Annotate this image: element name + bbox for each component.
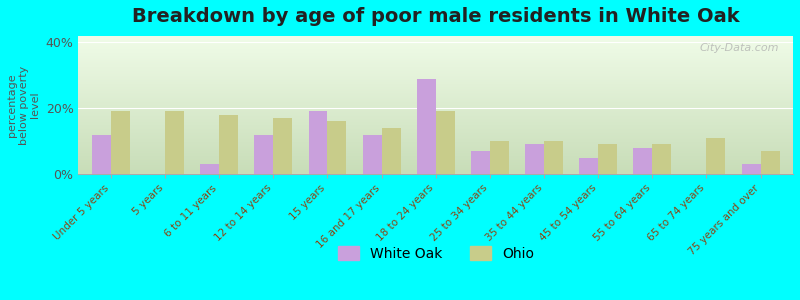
Bar <box>706 138 726 174</box>
Bar <box>417 79 436 174</box>
Bar <box>92 134 111 174</box>
Bar <box>490 141 509 174</box>
Bar <box>111 112 130 174</box>
Bar <box>490 141 509 174</box>
Bar <box>309 112 327 174</box>
Bar <box>652 144 671 174</box>
Bar <box>274 118 292 174</box>
Bar <box>327 122 346 174</box>
Bar <box>274 118 292 174</box>
Bar <box>544 141 563 174</box>
Bar <box>525 144 544 174</box>
Bar <box>362 134 382 174</box>
Bar <box>111 112 130 174</box>
Bar <box>742 164 761 174</box>
Text: City-Data.com: City-Data.com <box>699 43 778 53</box>
Bar <box>598 144 617 174</box>
Bar <box>309 112 327 174</box>
Bar <box>471 151 490 174</box>
Legend: White Oak, Ohio: White Oak, Ohio <box>332 241 539 266</box>
Bar <box>761 151 779 174</box>
Bar <box>254 134 274 174</box>
Bar <box>544 141 563 174</box>
Bar <box>634 148 652 174</box>
Bar <box>382 128 401 174</box>
Bar <box>92 134 111 174</box>
Bar <box>706 138 726 174</box>
Bar <box>219 115 238 174</box>
Bar <box>436 112 454 174</box>
Bar <box>417 79 436 174</box>
Bar <box>165 112 184 174</box>
Bar <box>652 144 671 174</box>
Bar <box>761 151 779 174</box>
Bar <box>598 144 617 174</box>
Bar <box>634 148 652 174</box>
Bar <box>219 115 238 174</box>
Bar <box>579 158 598 174</box>
Title: Breakdown by age of poor male residents in White Oak: Breakdown by age of poor male residents … <box>132 7 739 26</box>
Bar <box>165 112 184 174</box>
Bar <box>579 158 598 174</box>
Bar <box>200 164 219 174</box>
Bar <box>436 112 454 174</box>
Bar <box>742 164 761 174</box>
Bar <box>362 134 382 174</box>
Bar <box>254 134 274 174</box>
Bar <box>471 151 490 174</box>
Bar <box>327 122 346 174</box>
Bar <box>382 128 401 174</box>
Bar <box>525 144 544 174</box>
Y-axis label: percentage
below poverty
level: percentage below poverty level <box>7 65 40 145</box>
Bar <box>200 164 219 174</box>
